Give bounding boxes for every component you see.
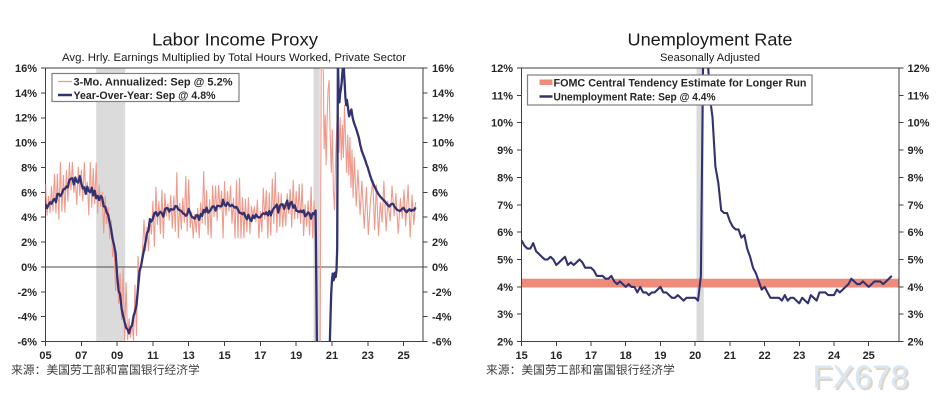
svg-text:Seasonally Adjusted: Seasonally Adjusted	[660, 52, 760, 64]
svg-text:11%: 11%	[492, 90, 514, 102]
svg-text:17: 17	[254, 350, 266, 362]
svg-text:6%: 6%	[432, 187, 448, 199]
svg-text:0%: 0%	[21, 262, 37, 274]
svg-text:8%: 8%	[908, 172, 924, 184]
svg-text:19: 19	[290, 350, 302, 362]
svg-text:8%: 8%	[21, 163, 37, 175]
svg-text:22: 22	[758, 350, 770, 362]
svg-text:3%: 3%	[497, 309, 513, 321]
svg-text:23: 23	[793, 350, 805, 362]
svg-text:20: 20	[689, 350, 701, 362]
svg-text:FOMC Central Tendency Estimate: FOMC Central Tendency Estimate for Longe…	[554, 78, 807, 90]
svg-text:21: 21	[724, 350, 736, 362]
svg-text:6%: 6%	[21, 187, 37, 199]
svg-text:6%: 6%	[908, 227, 924, 239]
svg-text:15: 15	[218, 350, 230, 362]
svg-text:-6%: -6%	[432, 337, 452, 349]
svg-text:11: 11	[147, 350, 159, 362]
svg-text:4%: 4%	[908, 282, 924, 294]
svg-text:FX678: FX678	[813, 359, 909, 395]
svg-text:17: 17	[585, 350, 597, 362]
svg-text:4%: 4%	[21, 212, 37, 224]
svg-text:FX678: FX678	[815, 361, 911, 397]
svg-text:5%: 5%	[908, 255, 924, 267]
svg-text:8%: 8%	[497, 172, 513, 184]
svg-text:7%: 7%	[908, 200, 924, 212]
svg-text:10%: 10%	[491, 118, 513, 130]
svg-text:21: 21	[326, 350, 338, 362]
svg-text:Unemployment Rate: Sep @ 4.4%: Unemployment Rate: Sep @ 4.4%	[554, 92, 716, 104]
svg-text:5%: 5%	[497, 255, 513, 267]
svg-text:18: 18	[620, 350, 632, 362]
svg-text:4%: 4%	[497, 282, 513, 294]
svg-text:Unemployment Rate: Unemployment Rate	[628, 30, 793, 50]
svg-text:9%: 9%	[908, 145, 924, 157]
svg-text:6%: 6%	[497, 227, 513, 239]
svg-text:14%: 14%	[15, 88, 37, 100]
svg-text:12%: 12%	[908, 63, 930, 75]
svg-text:-4%: -4%	[432, 312, 452, 324]
svg-text:24: 24	[828, 350, 841, 362]
svg-text:12%: 12%	[432, 113, 454, 125]
svg-text:-2%: -2%	[432, 287, 452, 299]
svg-text:3-Mo. Annualized: Sep @ 5.2%: 3-Mo. Annualized: Sep @ 5.2%	[74, 77, 233, 89]
svg-text:7%: 7%	[497, 200, 513, 212]
svg-text:12%: 12%	[15, 113, 37, 125]
svg-text:05: 05	[39, 350, 51, 362]
svg-text:2%: 2%	[432, 237, 448, 249]
svg-text:4%: 4%	[432, 212, 448, 224]
svg-text:0%: 0%	[432, 262, 448, 274]
svg-text:Year-Over-Year: Sep @ 4.8%: Year-Over-Year: Sep @ 4.8%	[74, 90, 216, 102]
svg-text:-2%: -2%	[17, 287, 37, 299]
svg-text:16%: 16%	[15, 63, 37, 75]
svg-text:2%: 2%	[497, 337, 513, 349]
svg-text:15: 15	[515, 350, 527, 362]
svg-text:9%: 9%	[497, 145, 513, 157]
svg-text:14%: 14%	[432, 88, 454, 100]
svg-text:25: 25	[863, 350, 875, 362]
svg-text:-6%: -6%	[17, 337, 37, 349]
svg-text:10%: 10%	[15, 138, 37, 150]
svg-text:16: 16	[550, 350, 562, 362]
svg-text:13: 13	[183, 350, 195, 362]
svg-text:16%: 16%	[432, 63, 454, 75]
svg-text:8%: 8%	[432, 163, 448, 175]
svg-text:09: 09	[111, 350, 123, 362]
svg-text:10%: 10%	[908, 118, 930, 130]
svg-text:11%: 11%	[908, 90, 930, 102]
svg-text:19: 19	[654, 350, 666, 362]
svg-text:12%: 12%	[491, 63, 513, 75]
svg-text:Labor Income Proxy: Labor Income Proxy	[152, 30, 318, 50]
svg-text:Avg. Hrly. Earnings Multiplied: Avg. Hrly. Earnings Multiplied by Total …	[62, 52, 406, 64]
svg-text:3%: 3%	[908, 309, 924, 321]
svg-text:-4%: -4%	[17, 312, 37, 324]
svg-text:2%: 2%	[908, 337, 924, 349]
svg-text:25: 25	[397, 350, 409, 362]
svg-text:23: 23	[362, 350, 374, 362]
svg-text:07: 07	[75, 350, 87, 362]
svg-text:2%: 2%	[21, 237, 37, 249]
svg-text:10%: 10%	[432, 138, 454, 150]
